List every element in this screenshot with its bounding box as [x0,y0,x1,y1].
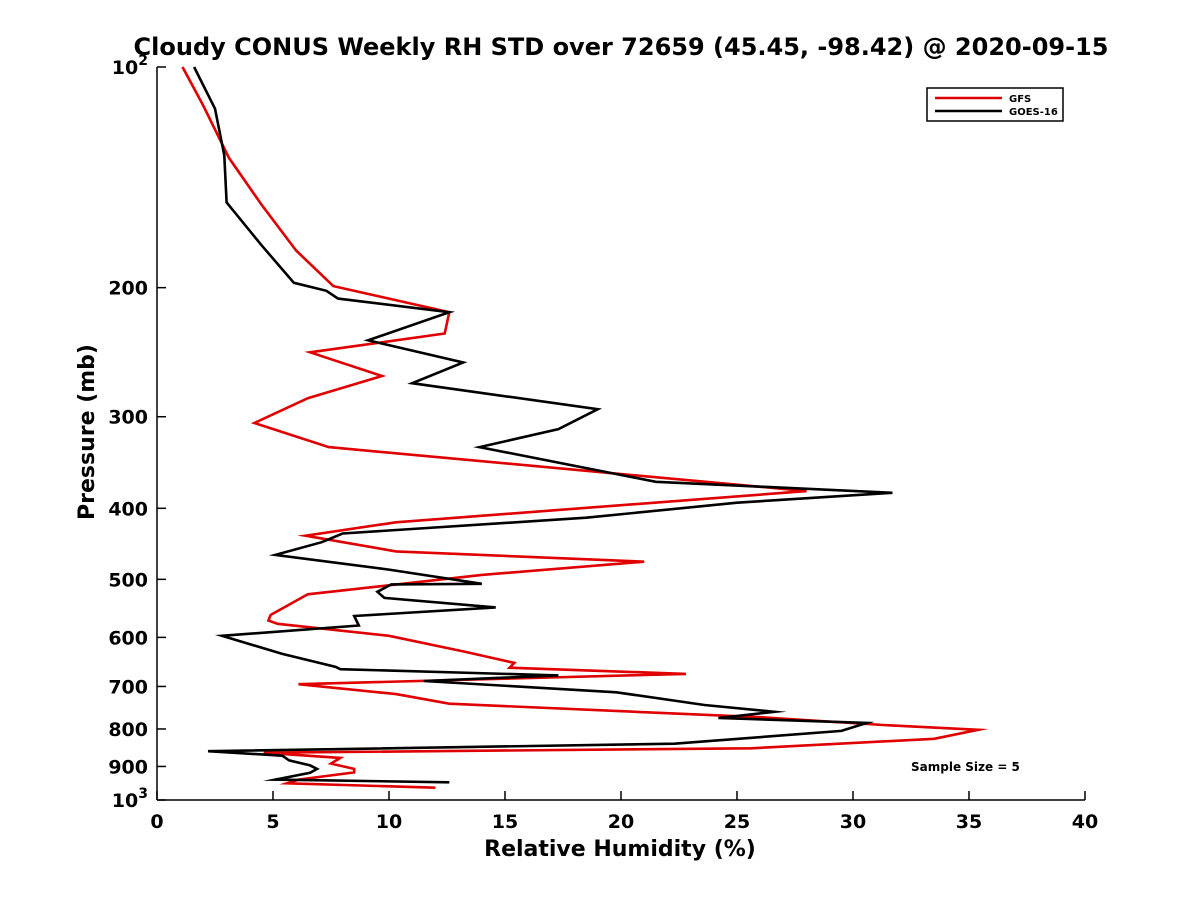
x-tick-label: 15 [492,811,518,833]
legend-box [926,87,1064,122]
y-tick-label: 500 [108,569,148,591]
x-tick-label: 10 [376,811,402,833]
y-tick-label: 700 [108,676,148,698]
y-tick-label: 400 [108,498,148,520]
series-goes-16 [192,66,893,784]
legend: GFS GOES-16 [926,87,1064,122]
x-tick-label: 20 [608,811,634,833]
y-tick-label: 300 [108,407,148,429]
legend-label-gfs: GFS [1009,94,1031,105]
series-line [181,66,989,789]
x-tick-label: 40 [1072,811,1098,833]
y-tick-label: 102 [112,53,148,79]
chart-title: Cloudy CONUS Weekly RH STD over 72659 (4… [134,33,1109,61]
y-tick-label: 900 [108,756,148,778]
x-tick-label: 0 [150,811,163,833]
y-tick-label: 600 [108,627,148,649]
legend-label-goes16: GOES-16 [1009,107,1058,118]
y-tick-label: 200 [108,278,148,300]
y-tick-label: 103 [112,786,148,812]
x-tick-label: 30 [840,811,866,833]
x-tick-label: 35 [956,811,982,833]
x-axis-label: Relative Humidity (%) [484,837,756,862]
y-tick-label: 800 [108,719,148,741]
x-tick-label: 25 [724,811,750,833]
sample-size-annotation: Sample Size = 5 [911,760,1020,774]
y-axis-label: Pressure (mb) [75,344,100,520]
x-tick-label: 5 [266,811,279,833]
